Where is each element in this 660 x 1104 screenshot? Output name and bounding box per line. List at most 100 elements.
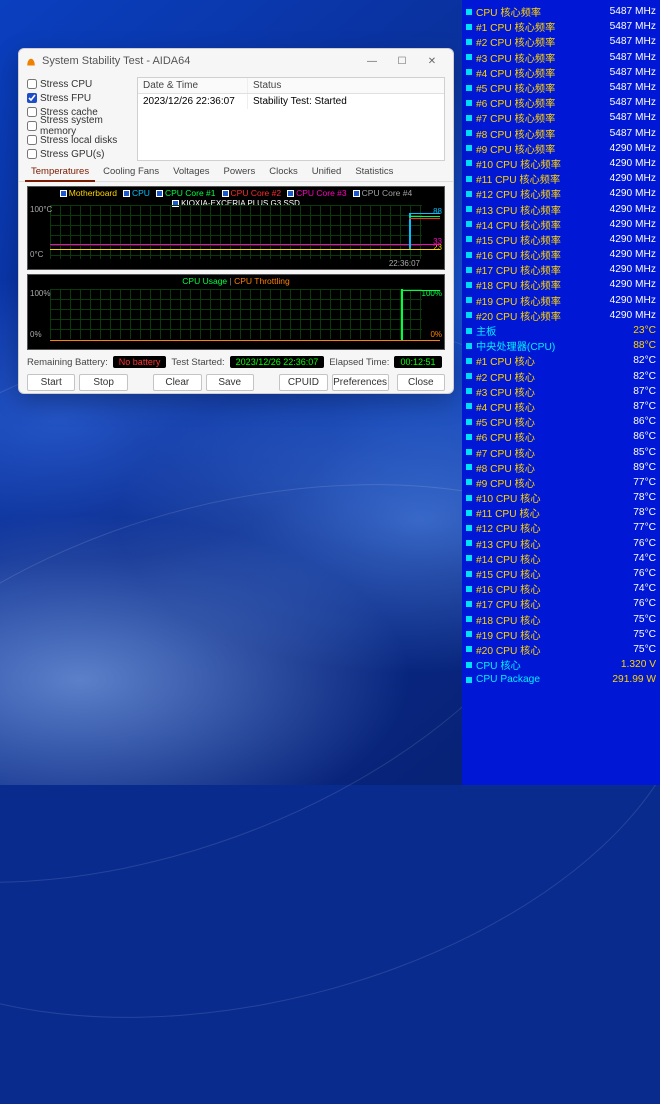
sensor-value: 4290 MHz [606, 188, 656, 199]
checkbox-input[interactable] [27, 149, 37, 159]
sensor-label: #1 CPU 核心 [476, 353, 629, 368]
bullet-icon [466, 540, 472, 546]
sensor-row: #9 CPU 核心77°C [466, 475, 656, 490]
sensor-value: 1.320 V [617, 659, 656, 670]
clear-button[interactable]: Clear [153, 374, 201, 391]
stop-button[interactable]: Stop [79, 374, 127, 391]
bullet-icon [466, 39, 472, 45]
sensor-label: 中央处理器(CPU) [476, 338, 629, 353]
sensor-label: #19 CPU 核心频率 [476, 293, 606, 308]
sensor-value: 76°C [629, 598, 656, 609]
sensor-row: #20 CPU 核心75°C [466, 642, 656, 657]
tab-temperatures[interactable]: Temperatures [25, 163, 95, 182]
stress-check[interactable]: Stress local disks [27, 133, 129, 147]
g2-y-top: 100% [30, 289, 50, 298]
save-button[interactable]: Save [206, 374, 254, 391]
tab-statistics[interactable]: Statistics [349, 163, 399, 181]
bullet-icon [466, 388, 472, 394]
sensor-row: #2 CPU 核心82°C [466, 369, 656, 384]
sensor-value: 4290 MHz [606, 249, 656, 260]
sensor-value: 5487 MHz [606, 6, 656, 17]
tab-cooling-fans[interactable]: Cooling Fans [97, 163, 165, 181]
close-window-button[interactable]: ✕ [417, 49, 447, 73]
sensor-value: 82°C [629, 371, 656, 382]
battery-value: No battery [113, 356, 167, 368]
sensor-value: 4290 MHz [606, 310, 656, 321]
legend-checkbox-icon [60, 190, 67, 197]
legend-checkbox-icon [353, 190, 360, 197]
tab-clocks[interactable]: Clocks [263, 163, 304, 181]
sensor-value: 78°C [629, 492, 656, 503]
preferences-button[interactable]: Preferences [332, 374, 389, 391]
info-row: Remaining Battery: No battery Test Start… [19, 354, 453, 370]
sensor-label: #10 CPU 核心频率 [476, 156, 606, 171]
checkbox-input[interactable] [27, 93, 37, 103]
sensor-value: 5487 MHz [606, 67, 656, 78]
legend-item: CPU [123, 188, 150, 198]
check-label: Stress GPU(s) [40, 149, 104, 160]
checkbox-input[interactable] [27, 135, 37, 145]
sensor-label: #10 CPU 核心 [476, 490, 629, 505]
tab-powers[interactable]: Powers [218, 163, 262, 181]
bullet-icon [466, 191, 472, 197]
bullet-icon [466, 525, 472, 531]
bullet-icon [466, 312, 472, 318]
sensor-row: #6 CPU 核心86°C [466, 429, 656, 444]
legend-item: CPU Core #4 [353, 188, 413, 198]
start-button[interactable]: Start [27, 374, 75, 391]
sensor-label: #7 CPU 核心频率 [476, 110, 606, 125]
window-title: System Stability Test - AIDA64 [42, 55, 190, 67]
stress-check[interactable]: Stress system memory [27, 119, 129, 133]
sensor-value: 5487 MHz [606, 97, 656, 108]
checkbox-input[interactable] [27, 79, 37, 89]
sensor-label: #4 CPU 核心 [476, 399, 629, 414]
sensor-label: #18 CPU 核心 [476, 612, 629, 627]
bullet-icon [466, 85, 472, 91]
sensor-row: #10 CPU 核心频率4290 MHz [466, 156, 656, 171]
sensor-label: #7 CPU 核心 [476, 445, 629, 460]
bullet-icon [466, 403, 472, 409]
tab-unified[interactable]: Unified [306, 163, 348, 181]
maximize-button[interactable]: ☐ [387, 49, 417, 73]
sensor-row: #1 CPU 核心82°C [466, 353, 656, 368]
sensor-label: #3 CPU 核心频率 [476, 50, 606, 65]
sensor-row: #16 CPU 核心频率4290 MHz [466, 247, 656, 262]
sensor-value: 85°C [629, 447, 656, 458]
legend-checkbox-icon [287, 190, 294, 197]
bullet-icon [466, 343, 472, 349]
bullet-icon [466, 571, 472, 577]
sensor-value: 86°C [629, 431, 656, 442]
sensor-label: #20 CPU 核心频率 [476, 308, 606, 323]
legend-item: CPU Core #1 [156, 188, 216, 198]
cell-status: Stability Test: Started [248, 94, 444, 109]
stress-check[interactable]: Stress CPU [27, 77, 129, 91]
bullet-icon [466, 358, 472, 364]
titlebar[interactable]: System Stability Test - AIDA64 — ☐ ✕ [19, 49, 453, 73]
sensor-row: #3 CPU 核心频率5487 MHz [466, 50, 656, 65]
legend-checkbox-icon [222, 190, 229, 197]
checkbox-input[interactable] [27, 107, 37, 117]
legend-item: CPU Core #3 [287, 188, 347, 198]
bullet-icon [466, 130, 472, 136]
tab-voltages[interactable]: Voltages [167, 163, 215, 181]
stress-check[interactable]: Stress FPU [27, 91, 129, 105]
checkbox-input[interactable] [27, 121, 37, 131]
sensor-label: #20 CPU 核心 [476, 642, 629, 657]
sensor-label: #12 CPU 核心频率 [476, 186, 606, 201]
sensor-label: #15 CPU 核心频率 [476, 232, 606, 247]
sensor-label: #8 CPU 核心频率 [476, 126, 606, 141]
elapsed-label: Elapsed Time: [329, 357, 389, 368]
stress-check[interactable]: Stress GPU(s) [27, 147, 129, 161]
aida64-window: System Stability Test - AIDA64 — ☐ ✕ Str… [18, 48, 454, 394]
minimize-button[interactable]: — [357, 49, 387, 73]
bullet-icon [466, 373, 472, 379]
sensor-value: 78°C [629, 507, 656, 518]
sensor-row: #19 CPU 核心频率4290 MHz [466, 293, 656, 308]
cpuid-button[interactable]: CPUID [279, 374, 327, 391]
sensor-row: #16 CPU 核心74°C [466, 581, 656, 596]
close-button[interactable]: Close [397, 374, 445, 391]
sensor-label: #11 CPU 核心 [476, 505, 629, 520]
sensor-label: #3 CPU 核心 [476, 384, 629, 399]
bullet-icon [466, 646, 472, 652]
sensor-row: #7 CPU 核心85°C [466, 444, 656, 459]
